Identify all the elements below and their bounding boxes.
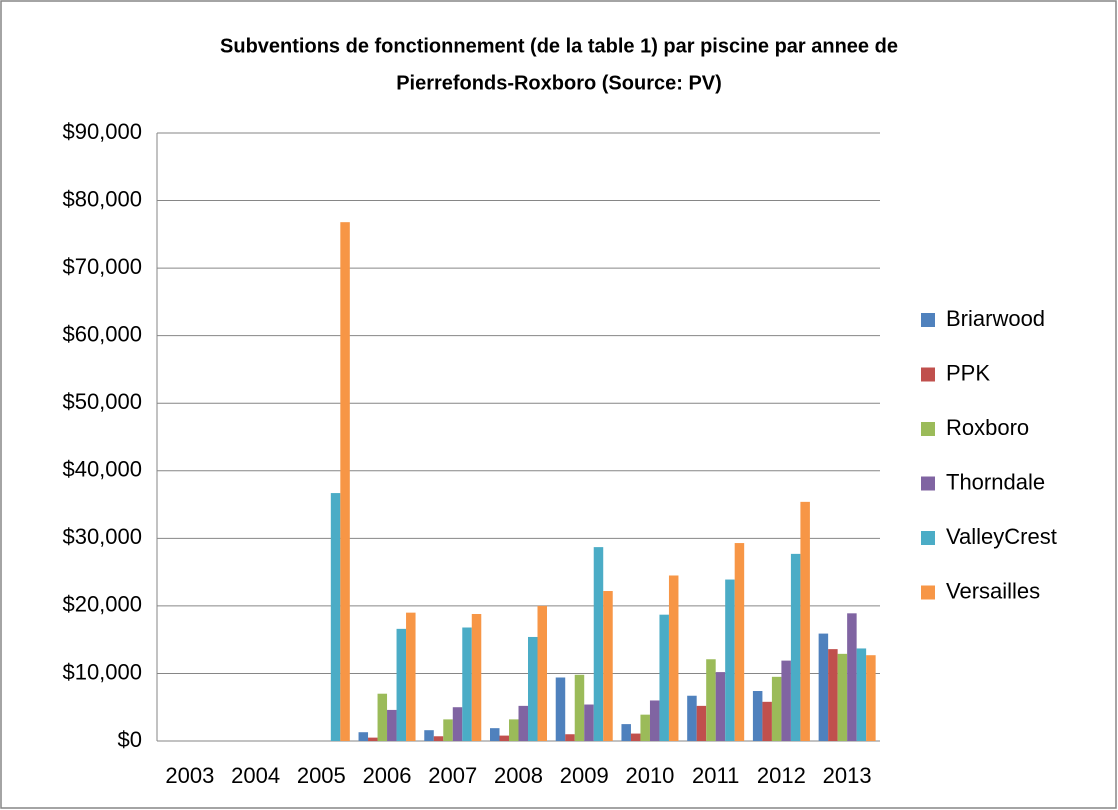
y-tick-label: $50,000 [62,389,142,414]
bar [518,705,528,741]
bar [387,709,397,741]
bar [528,636,538,741]
bar [565,734,575,741]
bar [818,633,829,741]
chart-title: Pierrefonds-Roxboro (Source: PV) [396,72,722,94]
legend-label: Thorndale [946,469,1045,494]
legend-label: Briarwood [946,306,1045,331]
bar [330,493,341,741]
legend-label: PPK [946,360,990,385]
y-tick-label: $60,000 [62,321,142,346]
bar [771,676,782,741]
bar [424,730,434,741]
bar [640,714,650,741]
bar [630,733,641,741]
bar [752,691,763,741]
y-tick-label: $10,000 [62,659,142,684]
x-tick-label: 2011 [692,763,739,788]
chart-title: Subventions de fonctionnement (de la tab… [220,35,898,57]
bar [828,649,838,741]
bar [762,701,772,741]
bar [499,735,509,741]
bar [584,704,594,741]
bar [687,695,697,741]
bar [368,737,378,741]
y-tick-label: $80,000 [62,186,142,211]
bar [847,613,857,741]
legend-label: Versailles [946,578,1040,603]
x-tick-label: 2004 [231,763,280,788]
legend-swatch [921,367,935,382]
bar [715,672,726,741]
bar [406,612,416,741]
y-tick-label: $20,000 [62,592,142,617]
bar [725,579,735,741]
legend-swatch [921,422,935,436]
x-tick-label: 2008 [494,763,543,788]
x-tick-label: 2003 [165,763,214,788]
bar [866,655,876,741]
bar [471,613,482,741]
legend-swatch [921,531,935,545]
y-tick-label: $30,000 [62,524,142,549]
bar [396,628,407,741]
x-tick-label: 2010 [625,763,674,788]
x-tick-label: 2005 [297,763,346,788]
bar [856,648,867,741]
x-tick-label: 2006 [363,763,412,788]
bar [555,677,566,741]
y-tick-label: $90,000 [62,119,142,144]
x-tick-label: 2009 [560,763,609,788]
bar [433,736,444,741]
legend-swatch [921,476,935,491]
y-tick-label: $70,000 [62,254,142,279]
bar [377,693,388,741]
bar [340,222,350,741]
x-tick-label: 2007 [428,763,477,788]
bar [358,732,369,741]
legend-swatch [921,585,935,600]
y-tick-label: $0 [118,727,142,752]
y-tick-label: $40,000 [62,457,142,482]
bar [509,719,519,741]
bar [452,707,463,741]
bar [837,653,848,741]
bar [593,547,604,741]
bar [649,700,660,741]
x-tick-label: 2012 [757,763,806,788]
x-tick-label: 2013 [823,763,872,788]
legend-swatch [921,313,935,327]
bar [462,627,472,741]
bar [603,591,613,741]
bar [734,543,745,741]
legend-label: ValleyCrest [946,524,1057,549]
bar [659,614,669,741]
bar [443,719,453,741]
bar [790,553,801,741]
bar [537,605,547,741]
bar [490,728,500,741]
bar [668,575,679,741]
bar [800,501,810,741]
bar [574,674,585,741]
bar [781,660,791,741]
bar [706,659,716,741]
bar [621,724,631,741]
bar [696,705,707,741]
legend-label: Roxboro [946,415,1029,440]
